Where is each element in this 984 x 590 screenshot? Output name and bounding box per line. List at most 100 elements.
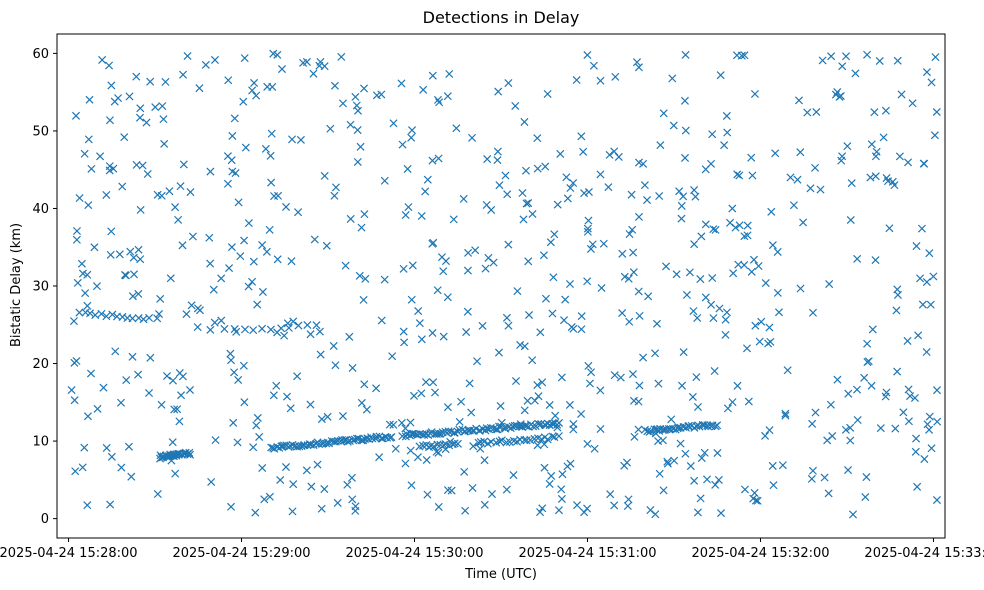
detection-point bbox=[179, 160, 188, 169]
detection-point bbox=[624, 495, 633, 504]
detection-point bbox=[533, 381, 542, 390]
detection-point bbox=[904, 385, 913, 394]
detection-point bbox=[893, 290, 902, 299]
detection-point bbox=[124, 442, 133, 451]
detection-point bbox=[117, 463, 126, 472]
detection-point bbox=[128, 314, 137, 323]
detection-point bbox=[729, 269, 738, 278]
detection-point bbox=[891, 424, 900, 433]
detection-point bbox=[871, 256, 880, 265]
detection-point bbox=[417, 211, 426, 221]
detection-point bbox=[781, 411, 790, 420]
detection-point bbox=[473, 357, 482, 366]
detection-point bbox=[927, 78, 936, 87]
detection-point bbox=[273, 50, 282, 59]
detection-point bbox=[372, 384, 381, 393]
detection-point bbox=[616, 373, 625, 382]
detection-point bbox=[851, 69, 860, 78]
detection-point bbox=[294, 321, 303, 330]
detection-point bbox=[768, 241, 777, 250]
detection-point bbox=[516, 420, 525, 429]
detection-point bbox=[577, 409, 586, 419]
detection-point bbox=[853, 254, 862, 263]
detection-point bbox=[399, 264, 408, 273]
detection-point bbox=[680, 96, 689, 105]
detection-point bbox=[283, 392, 292, 401]
detection-point bbox=[75, 308, 84, 317]
detection-point bbox=[397, 79, 406, 88]
detection-point bbox=[78, 463, 87, 472]
detection-point bbox=[841, 425, 850, 434]
detection-point bbox=[132, 72, 141, 81]
detection-point bbox=[423, 490, 432, 499]
detection-point bbox=[554, 432, 563, 441]
detection-point bbox=[97, 309, 106, 318]
detection-point bbox=[932, 496, 941, 505]
detection-point bbox=[284, 323, 293, 332]
detection-point bbox=[933, 417, 942, 426]
detection-point bbox=[407, 133, 416, 142]
detection-point bbox=[509, 436, 518, 445]
detection-point bbox=[643, 427, 652, 436]
detection-point bbox=[156, 294, 165, 303]
detection-point bbox=[171, 469, 180, 478]
detection-point bbox=[679, 192, 688, 201]
detection-point bbox=[511, 101, 520, 110]
detection-point bbox=[553, 200, 562, 209]
detection-point bbox=[922, 278, 931, 287]
detection-point bbox=[628, 370, 637, 379]
detection-point bbox=[628, 225, 637, 234]
detection-point bbox=[502, 438, 511, 447]
detection-point bbox=[768, 461, 777, 470]
detection-point bbox=[468, 426, 477, 435]
detection-point bbox=[825, 280, 834, 289]
detection-point bbox=[377, 316, 386, 325]
detection-point bbox=[403, 164, 412, 173]
detection-point bbox=[577, 132, 586, 141]
detection-point bbox=[217, 274, 226, 283]
detection-point bbox=[372, 91, 381, 100]
detection-point bbox=[111, 347, 120, 356]
detection-point bbox=[875, 56, 884, 66]
detection-point bbox=[634, 63, 643, 72]
detection-point bbox=[239, 361, 248, 370]
detection-point bbox=[740, 232, 749, 241]
detection-point bbox=[852, 385, 862, 394]
detection-point bbox=[663, 459, 672, 468]
detection-point bbox=[360, 380, 369, 389]
detection-point bbox=[303, 441, 312, 450]
detection-point bbox=[723, 128, 732, 137]
detection-point bbox=[387, 433, 396, 442]
detection-point bbox=[525, 310, 534, 320]
detection-point bbox=[234, 198, 243, 207]
detection-point bbox=[917, 224, 926, 233]
detection-point bbox=[765, 323, 774, 332]
detection-point bbox=[281, 463, 291, 472]
detection-point bbox=[769, 481, 778, 490]
detection-point bbox=[910, 393, 919, 403]
detection-point bbox=[644, 292, 653, 301]
detection-point bbox=[634, 212, 644, 221]
detection-point bbox=[826, 400, 835, 409]
detection-point bbox=[721, 330, 730, 339]
y-tick-label: 50 bbox=[32, 124, 49, 139]
detection-point bbox=[596, 386, 605, 395]
detection-point bbox=[635, 381, 644, 390]
detection-point bbox=[833, 375, 842, 384]
detection-point bbox=[96, 152, 105, 161]
detection-point bbox=[252, 421, 261, 430]
detection-point bbox=[135, 113, 145, 122]
detection-point bbox=[455, 425, 464, 434]
detection-point bbox=[134, 245, 143, 254]
detection-point bbox=[634, 425, 643, 434]
detection-point bbox=[343, 480, 352, 489]
detection-point bbox=[105, 61, 114, 70]
detection-point bbox=[120, 270, 129, 279]
detection-point bbox=[669, 121, 678, 130]
detection-point bbox=[234, 375, 243, 384]
detection-point bbox=[146, 77, 155, 86]
detection-point bbox=[401, 210, 410, 220]
detection-point bbox=[249, 257, 258, 266]
